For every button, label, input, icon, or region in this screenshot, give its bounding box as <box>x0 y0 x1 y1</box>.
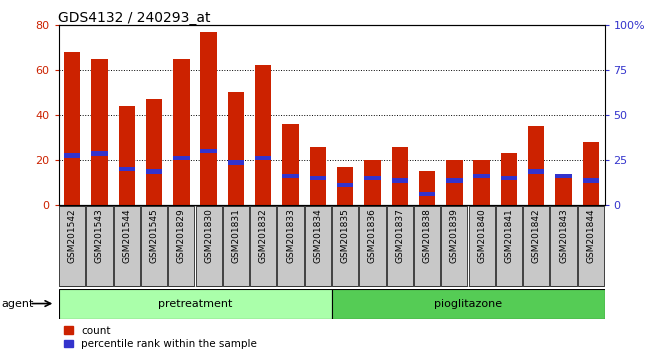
Text: GSM201543: GSM201543 <box>95 209 104 263</box>
Text: GSM201542: GSM201542 <box>68 209 77 263</box>
Bar <box>364 160 381 205</box>
Text: GSM201835: GSM201835 <box>341 209 350 263</box>
FancyBboxPatch shape <box>250 206 276 286</box>
FancyBboxPatch shape <box>551 206 577 286</box>
Text: GSM201545: GSM201545 <box>150 209 159 263</box>
Text: pioglitazone: pioglitazone <box>434 298 502 309</box>
Bar <box>500 153 517 205</box>
FancyBboxPatch shape <box>414 206 440 286</box>
Bar <box>227 160 244 165</box>
FancyBboxPatch shape <box>359 206 385 286</box>
Bar <box>555 174 572 178</box>
FancyBboxPatch shape <box>496 206 522 286</box>
FancyBboxPatch shape <box>469 206 495 286</box>
Text: GSM201831: GSM201831 <box>231 209 240 263</box>
Bar <box>91 151 108 156</box>
Bar <box>118 106 135 205</box>
Bar <box>528 169 545 174</box>
Bar <box>200 149 217 153</box>
Bar <box>391 178 408 183</box>
Bar <box>528 126 545 205</box>
FancyBboxPatch shape <box>523 206 549 286</box>
Text: GSM201544: GSM201544 <box>122 209 131 263</box>
Legend: count, percentile rank within the sample: count, percentile rank within the sample <box>64 326 257 349</box>
Bar <box>91 59 108 205</box>
Bar <box>58 289 332 319</box>
Bar <box>146 99 162 205</box>
Text: GSM201837: GSM201837 <box>395 209 404 263</box>
FancyBboxPatch shape <box>223 206 249 286</box>
FancyBboxPatch shape <box>332 206 358 286</box>
FancyBboxPatch shape <box>441 206 467 286</box>
Text: agent: agent <box>1 298 34 309</box>
Text: GSM201830: GSM201830 <box>204 209 213 263</box>
Bar <box>118 167 135 171</box>
Bar <box>227 92 244 205</box>
FancyBboxPatch shape <box>278 206 304 286</box>
Bar <box>332 289 604 319</box>
Text: GSM201844: GSM201844 <box>586 209 595 263</box>
Bar <box>473 174 490 178</box>
FancyBboxPatch shape <box>141 206 167 286</box>
Text: GSM201840: GSM201840 <box>477 209 486 263</box>
Text: GSM201842: GSM201842 <box>532 209 541 263</box>
Bar <box>337 183 354 187</box>
Bar <box>282 124 299 205</box>
Bar <box>446 178 463 183</box>
Bar <box>255 156 272 160</box>
Bar <box>337 167 354 205</box>
Bar <box>200 32 217 205</box>
Bar <box>446 160 463 205</box>
FancyBboxPatch shape <box>168 206 194 286</box>
Text: GSM201833: GSM201833 <box>286 209 295 263</box>
FancyBboxPatch shape <box>578 206 604 286</box>
FancyBboxPatch shape <box>59 206 85 286</box>
Bar <box>391 147 408 205</box>
Text: GSM201841: GSM201841 <box>504 209 514 263</box>
Text: GSM201836: GSM201836 <box>368 209 377 263</box>
Bar <box>582 178 599 183</box>
Text: GSM201839: GSM201839 <box>450 209 459 263</box>
Bar <box>64 153 81 158</box>
FancyBboxPatch shape <box>305 206 331 286</box>
Text: GDS4132 / 240293_at: GDS4132 / 240293_at <box>58 11 211 25</box>
Bar <box>64 52 81 205</box>
FancyBboxPatch shape <box>114 206 140 286</box>
FancyBboxPatch shape <box>86 206 112 286</box>
Bar <box>419 171 436 205</box>
Text: GSM201834: GSM201834 <box>313 209 322 263</box>
Text: GSM201838: GSM201838 <box>422 209 432 263</box>
Text: GSM201829: GSM201829 <box>177 209 186 263</box>
FancyBboxPatch shape <box>196 206 222 286</box>
Bar <box>309 176 326 181</box>
Bar <box>146 169 162 174</box>
Text: pretreatment: pretreatment <box>158 298 232 309</box>
Bar <box>255 65 272 205</box>
Bar <box>282 174 299 178</box>
Bar <box>582 142 599 205</box>
FancyBboxPatch shape <box>387 206 413 286</box>
Text: GSM201843: GSM201843 <box>559 209 568 263</box>
Text: GSM201832: GSM201832 <box>259 209 268 263</box>
Bar <box>473 160 490 205</box>
Bar <box>555 176 572 205</box>
Bar <box>173 59 190 205</box>
Bar <box>419 192 436 196</box>
Bar <box>364 176 381 181</box>
Bar <box>309 147 326 205</box>
Bar <box>173 156 190 160</box>
Bar <box>500 176 517 181</box>
